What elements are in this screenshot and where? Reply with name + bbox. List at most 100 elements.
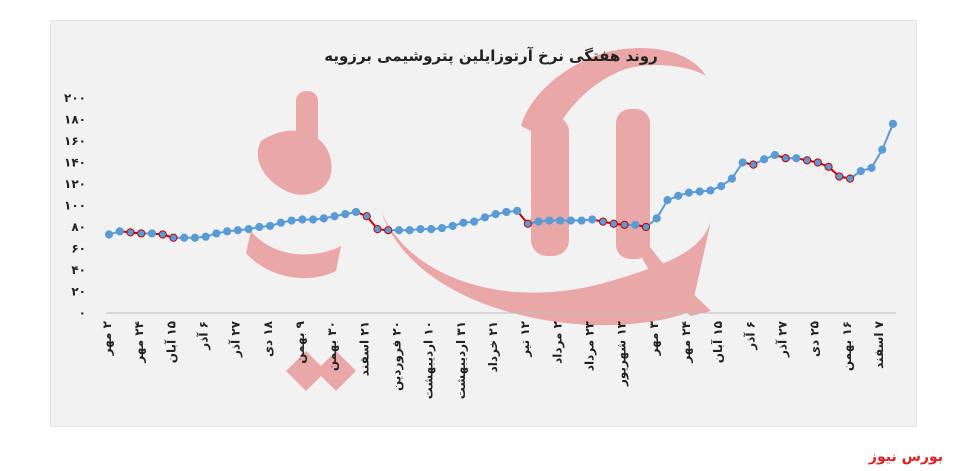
data-point — [427, 225, 436, 234]
y-tick-label: ۱۶۰ — [64, 134, 86, 148]
data-point — [878, 145, 887, 154]
x-tick-label: ۲۰ فروردین — [390, 321, 405, 391]
y-tick-label: ۲۰۰ — [64, 91, 86, 105]
y-tick-label: ۱۰۰ — [64, 199, 86, 213]
data-point — [244, 225, 253, 234]
y-tick-label: ۰ — [79, 306, 86, 320]
data-point — [738, 158, 747, 167]
data-point — [470, 217, 479, 226]
data-point — [298, 215, 307, 224]
data-point — [727, 174, 737, 183]
x-tick-label: ۱۳ شهریور — [615, 320, 630, 387]
data-point — [276, 218, 285, 227]
data-point — [802, 156, 812, 165]
data-point — [609, 219, 618, 228]
x-tick-label: ۱۸ دی — [261, 320, 275, 357]
y-tick-label: ۱۴۰ — [64, 156, 86, 170]
data-point — [620, 220, 629, 229]
data-point — [201, 232, 210, 241]
data-point — [190, 233, 200, 242]
data-point — [674, 191, 683, 200]
data-point — [265, 221, 275, 231]
x-tick-label: ۱۲ تیر — [518, 320, 532, 357]
data-point — [416, 225, 425, 234]
x-tick-label: ۲ مرداد — [550, 320, 564, 364]
data-point — [856, 167, 865, 176]
x-tick-label: ۳۱ اردیبهشت — [454, 321, 468, 399]
data-point — [233, 226, 242, 235]
data-point — [308, 215, 318, 224]
data-point — [104, 230, 114, 239]
y-tick-label: ۱۸۰ — [64, 113, 86, 127]
data-point — [888, 119, 898, 128]
data-point — [448, 221, 457, 231]
data-point — [287, 216, 296, 225]
data-point — [845, 174, 855, 183]
data-point — [652, 214, 661, 223]
y-tick-label: ۸۰ — [71, 220, 86, 234]
data-point — [684, 188, 694, 197]
data-point — [534, 217, 543, 226]
bourse-news-watermark-logo — [246, 48, 711, 391]
x-tick-label: ۲۵ دی — [808, 321, 822, 357]
x-tick-label: ۲۱ اسفند — [357, 321, 371, 376]
x-tick-label: ۲۷ آذر — [228, 320, 243, 358]
x-tick-label: ۱۵ آبان — [710, 321, 725, 363]
y-axis: ۰ ۲۰ ۴۰ ۶۰ ۸۰ ۱۰۰ ۱۲۰ ۱۴۰ ۱۶۰ ۱۸۰ ۲۰۰ — [64, 91, 86, 320]
data-point — [631, 220, 640, 229]
x-tick-label: ۱۰ اردیبهشت — [422, 321, 436, 399]
chart-panel: روند هفتگی نرخ آرتوزایلین پتروشیمی برزوی… — [50, 20, 917, 427]
x-axis: ۲ مهر ۲۴ مهر ۱۵ آبان ۶ آذر ۲۷ آذر ۱۸ دی ۹ بهمن… — [100, 312, 896, 399]
data-point — [362, 212, 371, 221]
data-point — [491, 210, 500, 219]
data-point — [545, 216, 554, 225]
data-point — [835, 172, 844, 181]
x-tick-label: ۲۳ مرداد — [583, 320, 597, 371]
data-point — [523, 219, 532, 228]
y-tick-label: ۶۰ — [71, 242, 86, 256]
data-point — [502, 207, 511, 217]
x-tick-label: ۲۴ مهر — [132, 321, 146, 364]
x-tick-label: ۶ آذر — [196, 321, 211, 351]
data-point — [663, 196, 672, 205]
x-tick-label: ۶ آذر — [742, 321, 757, 351]
data-point — [394, 226, 404, 235]
data-point — [781, 154, 790, 163]
x-tick-label: ۹ بهمن — [293, 320, 307, 363]
x-tick-label: ۳ مهر — [647, 320, 661, 356]
x-tick-label: ۲ مهر — [100, 320, 114, 356]
data-point — [577, 216, 586, 225]
data-point — [126, 228, 135, 237]
data-point — [760, 155, 769, 164]
line-chart: روند هفتگی نرخ آرتوزایلین پتروشیمی برزوی… — [64, 47, 898, 399]
data-point — [867, 163, 876, 172]
series-layer — [104, 119, 898, 242]
data-point — [212, 229, 221, 238]
x-tick-label: ۲۱ خرداد — [486, 321, 500, 372]
data-point — [813, 158, 822, 167]
data-point — [351, 207, 361, 217]
data-point — [319, 214, 328, 223]
data-point — [341, 210, 350, 219]
data-point — [223, 227, 232, 236]
data-point — [588, 215, 597, 224]
data-point — [459, 218, 468, 227]
data-point — [717, 182, 726, 191]
x-tick-label: ۲۷ آذر — [775, 320, 790, 358]
x-tick-label: ۲۴ مهر — [679, 321, 693, 364]
x-tick-label: ۱۶ بهمن — [840, 321, 854, 371]
data-point — [384, 226, 393, 235]
data-point — [770, 150, 779, 160]
data-point — [405, 226, 414, 235]
series-line-segment — [881, 122, 894, 151]
data-point — [749, 160, 758, 169]
brand-footer-label: بورس نیوز — [868, 449, 943, 465]
y-tick-label: ۴۰ — [71, 263, 86, 277]
data-point — [158, 230, 167, 239]
data-point — [641, 222, 651, 232]
x-tick-label: ۷ اسفند — [872, 320, 886, 369]
x-tick-label: ۳۰ بهمن — [325, 321, 339, 371]
data-point — [566, 216, 575, 225]
data-point — [555, 216, 565, 225]
data-point — [147, 229, 157, 238]
